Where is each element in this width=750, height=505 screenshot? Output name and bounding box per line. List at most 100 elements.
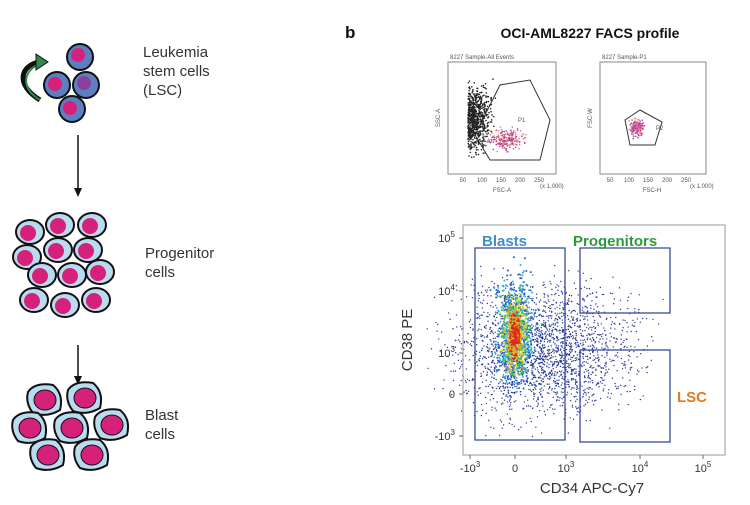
dot [554,293,556,296]
dot [611,321,613,323]
dot [495,370,498,373]
dot [512,391,514,394]
dot [576,357,578,359]
dot [436,330,438,332]
dot [489,328,491,331]
dot [506,274,509,277]
dot [481,381,484,383]
dot [554,350,556,352]
dot [480,102,482,105]
dot [603,327,605,329]
dot [510,346,513,349]
dot [501,333,504,336]
dot [504,383,507,385]
dot [572,309,574,312]
dot [617,356,619,358]
dot [486,105,489,108]
dot [531,338,533,341]
dot [494,351,497,354]
dot [576,303,578,305]
dot [480,91,483,94]
dot [528,335,531,338]
dot [527,405,530,407]
dot [578,365,580,367]
dot [542,337,544,340]
dot [486,302,489,305]
dot [460,343,463,345]
dot [511,126,514,128]
dot [502,144,504,147]
dot [569,325,571,328]
dot [468,320,471,323]
dot [583,300,585,302]
dot [514,303,517,306]
dot [540,339,542,342]
dot [523,336,526,339]
dot [512,298,515,301]
dot [505,148,508,150]
dot [521,297,524,300]
dot [544,414,547,416]
dot [550,351,553,354]
dot [550,345,552,347]
dot [590,304,592,307]
dot [470,340,473,343]
dot [587,381,590,383]
dot [522,288,525,291]
dot [512,142,515,145]
dot [478,126,481,129]
dot [505,130,508,132]
dot [479,351,481,354]
dot [507,352,510,355]
dot [507,346,510,349]
dot [518,362,521,365]
dot [426,328,428,330]
dot [502,307,505,310]
dot [565,343,568,345]
dot [562,312,565,315]
dot [570,342,572,345]
dot [570,335,573,338]
dot [634,311,636,313]
dot [471,106,474,109]
dot [520,426,522,428]
dot [498,357,501,360]
dot [531,378,534,380]
dot [633,125,636,128]
dot [582,307,584,309]
dot [577,270,579,272]
dot [516,348,519,351]
dot [493,315,496,318]
dot [477,100,480,102]
dot [465,340,468,343]
dot [513,286,515,289]
dot [539,347,541,349]
dot [534,338,536,341]
nucleus [33,389,57,411]
dot [536,326,539,329]
dot [557,285,560,287]
dot [548,348,550,351]
dot [485,92,488,94]
dot [568,381,570,383]
dot [497,335,500,338]
dot [483,356,485,358]
dot [613,359,615,362]
dot [515,290,518,293]
dot [515,294,518,297]
dot [622,319,624,321]
dot [478,109,480,112]
dot [585,355,587,358]
dot [587,310,589,312]
dot [465,381,467,384]
dot [583,375,586,377]
dot [487,121,489,124]
dot [470,129,472,132]
dot [593,355,595,357]
dot [521,291,524,294]
dot [517,357,520,360]
dot [541,400,544,403]
dot [455,285,458,287]
dot [529,381,532,384]
dot [545,331,547,333]
